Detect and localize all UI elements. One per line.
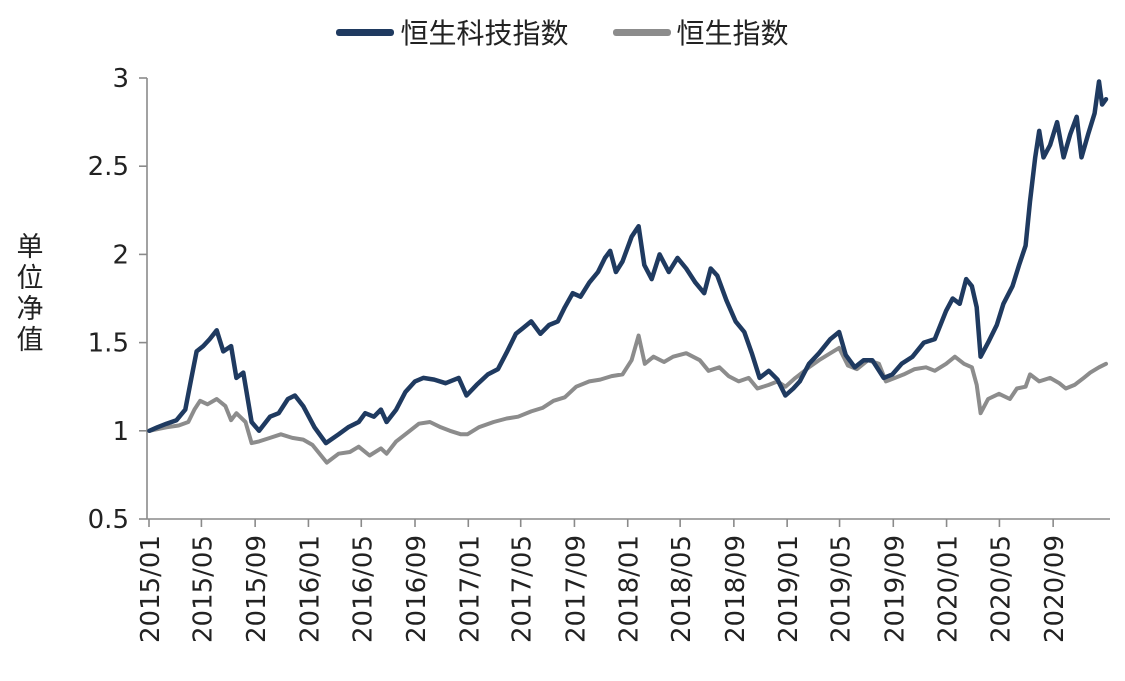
y-tick-label: 0.5 (88, 505, 129, 535)
y-tick-label: 2.5 (88, 152, 129, 182)
y-axis-label-char: 值 (16, 325, 44, 356)
legend-swatch-hsi (612, 28, 671, 36)
x-tick-label: 2020/01 (934, 535, 964, 643)
x-tick-label: 2016/05 (348, 535, 378, 643)
legend-swatch-hstech (336, 28, 395, 36)
x-tick-label: 2018/05 (667, 535, 697, 643)
y-axis-label: 单位净值 (10, 232, 50, 356)
axes-group: 0.5 1 1.5 2 2.5 3 2015/01 2015/05 2015/09 2016/01… (88, 64, 1110, 643)
x-tick-label: 2020/09 (1040, 535, 1070, 643)
legend-label-hstech: 恒生科技指数 (400, 17, 569, 50)
x-tick-label: 2020/05 (986, 535, 1016, 643)
chart-legend: 恒生科技指数 恒生指数 (0, 12, 1125, 52)
series-line-hsi (147, 333, 1108, 465)
y-tick-label: 1 (112, 417, 129, 447)
legend-item-hstech: 恒生科技指数 (336, 12, 569, 52)
x-tick-label: 2017/05 (508, 535, 538, 643)
y-tick-label: 2 (112, 240, 129, 270)
x-tick-label: 2019/09 (880, 535, 910, 643)
y-tick-label: 3 (112, 64, 129, 94)
y-axis-label-char: 位 (16, 263, 44, 294)
x-tick-label: 2018/01 (615, 535, 645, 643)
x-tick-label: 2016/09 (402, 535, 432, 643)
y-tick-label: 1.5 (88, 329, 129, 359)
legend-label-hsi: 恒生指数 (676, 17, 789, 50)
y-axis-label-char: 单 (16, 232, 44, 263)
x-tick-label: 2019/05 (827, 535, 857, 643)
x-tick-label: 2015/05 (188, 535, 218, 643)
x-tick-label: 2018/09 (721, 535, 751, 643)
series-line-hstech (147, 79, 1109, 446)
y-axis-label-char: 净 (16, 294, 44, 325)
legend-item-hsi: 恒生指数 (612, 12, 789, 52)
x-tick-label: 2017/01 (455, 535, 485, 643)
x-tick-label: 2015/01 (136, 535, 166, 643)
x-tick-label: 2015/09 (242, 535, 272, 643)
x-tick-label: 2016/01 (295, 535, 325, 643)
x-tick-label: 2019/01 (774, 535, 804, 643)
x-tick-label: 2017/09 (561, 535, 591, 643)
series-group (147, 79, 1109, 465)
